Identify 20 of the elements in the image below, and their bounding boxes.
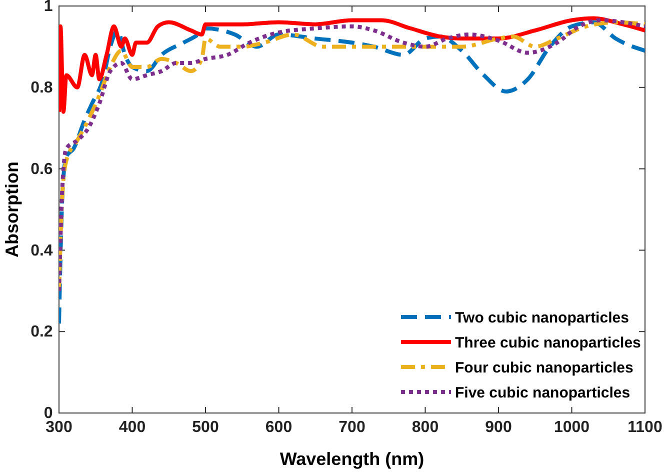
x-tick-label: 500 <box>192 419 219 436</box>
x-axis-title: Wavelength (nm) <box>280 449 424 469</box>
x-tick-label: 400 <box>118 419 146 436</box>
y-tick-label: 0.8 <box>30 80 53 97</box>
x-tick-label: 1100 <box>628 419 662 436</box>
x-tick-label: 700 <box>338 419 366 436</box>
legend-label: Three cubic nanoparticles <box>455 334 641 352</box>
y-tick-label: 0.4 <box>30 242 53 260</box>
y-axis-title: Absorption <box>2 162 22 258</box>
y-tick-label: 1 <box>44 0 53 16</box>
legend-label: Four cubic nanoparticles <box>455 359 634 376</box>
x-tick-label: 600 <box>265 419 292 436</box>
x-tick-label: 800 <box>412 419 439 436</box>
line-series <box>59 16 645 114</box>
legend-label: Two cubic nanoparticles <box>455 309 629 326</box>
y-tick-label: 0.2 <box>30 324 53 341</box>
x-tick-label: 1000 <box>554 419 590 436</box>
legend-label: Five cubic nanoparticles <box>455 384 630 402</box>
x-tick-label: 900 <box>485 419 512 436</box>
y-tick-label: 0.6 <box>30 160 53 178</box>
